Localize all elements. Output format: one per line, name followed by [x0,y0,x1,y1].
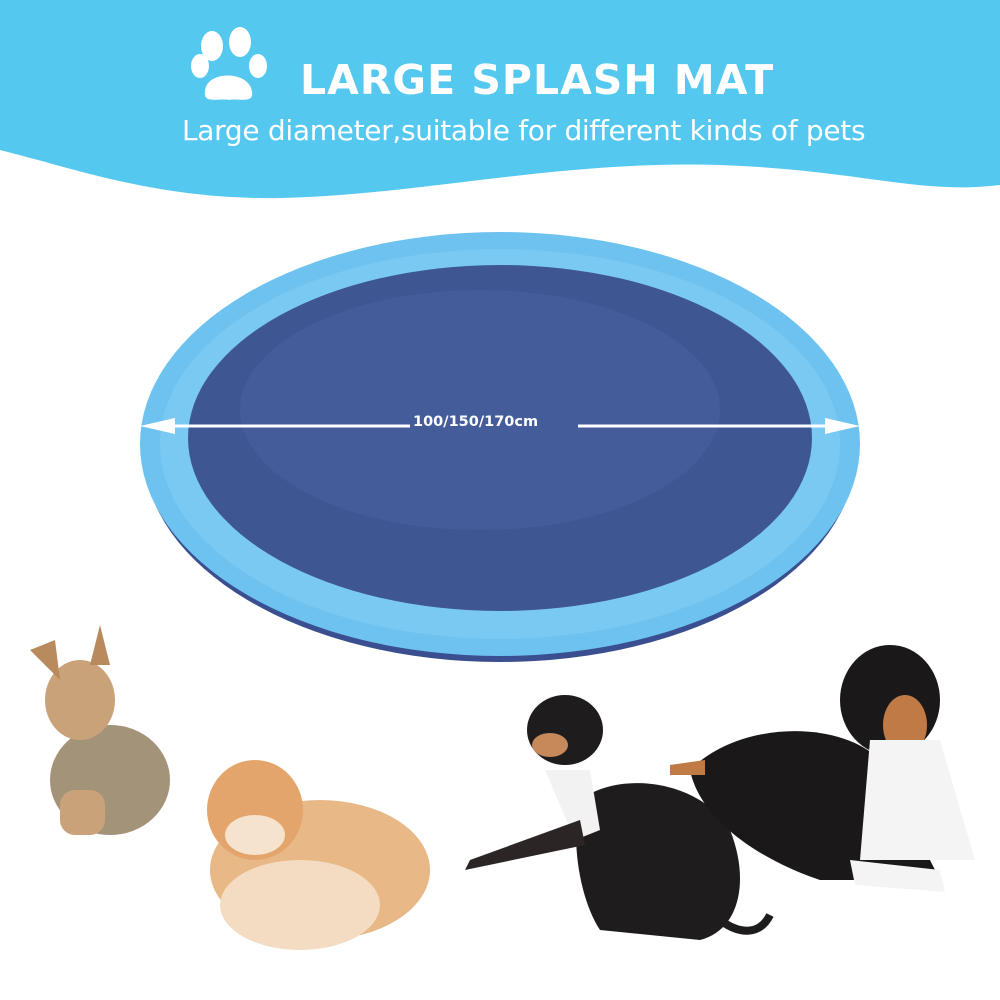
banner-title: LARGE SPLASH MAT [300,56,775,104]
dog-yorkie [30,625,170,835]
dog-pomeranian [207,760,430,950]
dog-beagle [465,695,774,940]
banner-subtitle: Large diameter,suitable for different ki… [182,114,866,147]
splash-mat [140,232,860,662]
dog-bernese [670,645,975,892]
banner-wave [0,0,1000,199]
diameter-arrow [140,418,860,434]
paw-print-icon [191,27,267,100]
diameter-label: 100/150/170cm [413,414,539,430]
